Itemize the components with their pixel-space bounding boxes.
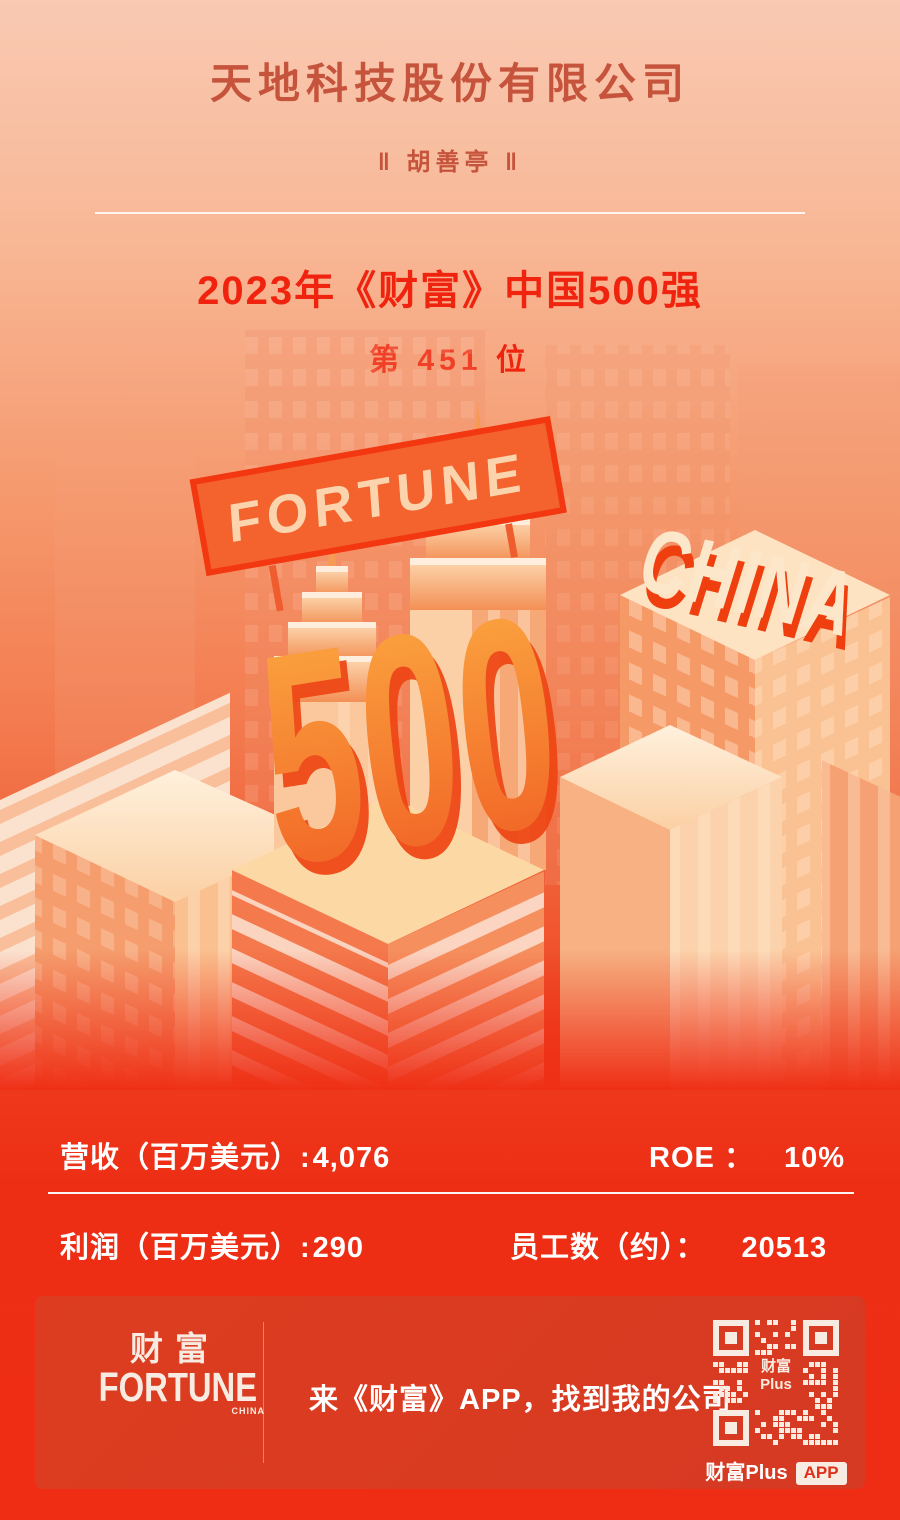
logo-english: FORTUNE [98, 1364, 258, 1410]
revenue-stat: 营收（百万美元）:4,076 [60, 1134, 390, 1176]
rank-500-face: 500 [247, 551, 573, 930]
roe-label: ROE ： [649, 1142, 754, 1174]
fortune-china-logo: 财富 FORTUNE CHINA [81, 1330, 264, 1416]
employees-stat: 员工数（约）： 20513 [510, 1224, 827, 1266]
qr-center-plus: Plus [760, 1376, 792, 1393]
app-badge: APP [795, 1462, 847, 1485]
red-fade-overlay [0, 950, 900, 1090]
logo-china-sub: CHINA [231, 1406, 265, 1416]
revenue-label: 营收（百万美元）: [60, 1142, 311, 1174]
revenue-value: 4,076 [312, 1142, 391, 1174]
rank-500-text: 500 500 [247, 551, 582, 943]
qr-finder-cores [725, 1332, 827, 1434]
employees-value: 20513 [741, 1232, 828, 1264]
qr-caption-text: 财富Plus [705, 1462, 788, 1484]
ranking-title: 2023年《财富》中国500强 [197, 269, 703, 313]
qr-center-label: 财富 Plus [753, 1358, 799, 1408]
employees-label: 员工数（约）： [510, 1232, 706, 1264]
stats-divider [48, 1192, 854, 1194]
qr-code: 财富 Plus [707, 1314, 845, 1452]
fortune-billboard: FORTUNE [189, 416, 567, 612]
profit-value: 290 [312, 1232, 365, 1264]
city-illustration: FORTUNE 500 500 CHINA CHINA [0, 330, 900, 1090]
qr-caption: 财富Plus APP [685, 1456, 867, 1485]
profit-label: 利润（百万美元）: [60, 1232, 311, 1264]
chairman-name: ‖ 胡善亭 ‖ [377, 149, 523, 176]
profit-stat: 利润（百万美元）:290 [60, 1224, 364, 1266]
roe-stat: ROE ： 10% [649, 1134, 845, 1176]
company-name: 天地科技股份有限公司 [209, 60, 690, 107]
qr-center-cn: 财富 [760, 1358, 791, 1375]
roe-value: 10% [783, 1142, 845, 1174]
logo-chinese: 财富 [130, 1330, 220, 1367]
header-divider [95, 212, 805, 214]
rank-500-shadow: 500 [256, 564, 582, 943]
footer-vertical-divider [263, 1322, 264, 1463]
qr-finder-patterns [713, 1320, 839, 1446]
footer-banner: 财富 FORTUNE CHINA 来《财富》APP，找到我的公司 财富 Plus… [35, 1296, 865, 1489]
qr-modules [713, 1320, 838, 1445]
footer-slogan: 来《财富》APP，找到我的公司 [309, 1384, 732, 1416]
